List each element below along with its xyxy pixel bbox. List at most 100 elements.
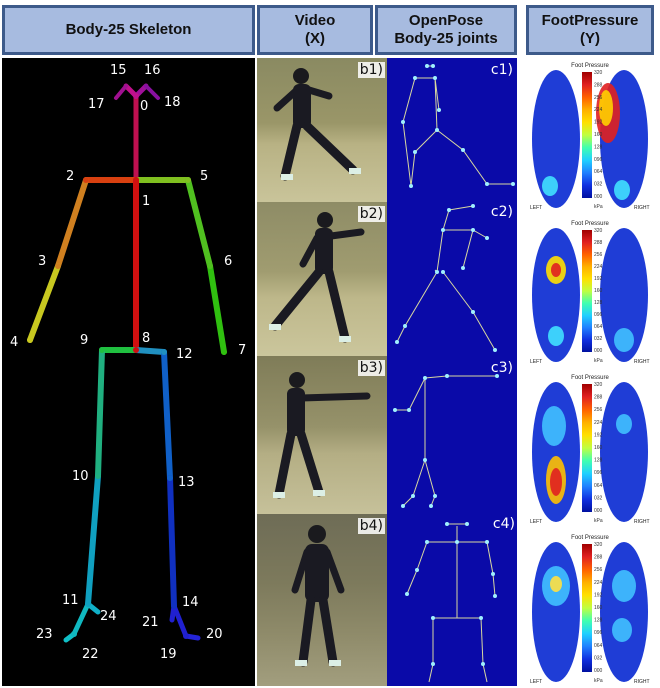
joint-label-0: 0 bbox=[140, 99, 148, 114]
body25-skeleton-diagram: 0 1 2 3 4 5 6 7 8 9 10 11 12 13 14 15 16… bbox=[10, 63, 246, 662]
scale-tick-label: 192 bbox=[594, 432, 603, 438]
footpressure-map: 320 288 256 224 192 160 128 096 064 032 000 kPa Foot… bbox=[526, 370, 654, 526]
joint-label-4: 4 bbox=[10, 335, 18, 350]
pressure-scale-bar bbox=[582, 72, 592, 198]
scale-tick-label: 288 bbox=[594, 555, 603, 561]
pressure-hotspot bbox=[551, 263, 561, 277]
scale-unit-label: kPa bbox=[594, 518, 603, 524]
joint-label-24: 24 bbox=[100, 609, 117, 624]
scale-tick-label: 128 bbox=[594, 300, 603, 306]
scale-tick-label: 224 bbox=[594, 580, 603, 586]
pose-label-c2: c2) bbox=[490, 204, 513, 220]
joint-label-21: 21 bbox=[142, 615, 159, 630]
scale-tick-label: 000 bbox=[594, 668, 603, 674]
right-foot-label: RIGHT bbox=[634, 359, 650, 365]
scale-tick-label: 320 bbox=[594, 228, 603, 234]
scale-tick-label: 192 bbox=[594, 120, 603, 126]
scale-tick-label: 032 bbox=[594, 495, 603, 501]
pose-label-c4: c4) bbox=[492, 516, 515, 532]
scale-tick-label: 320 bbox=[594, 382, 603, 388]
openpose-frame-c1: c1) bbox=[387, 58, 517, 202]
scale-tick-label: 096 bbox=[594, 470, 603, 476]
scale-tick-label: 224 bbox=[594, 420, 603, 426]
scale-tick-label: 160 bbox=[594, 605, 603, 611]
pressure-scale-bar bbox=[582, 384, 592, 512]
scale-tick-label: 064 bbox=[594, 324, 603, 330]
video-frame-b2: b2) bbox=[257, 202, 387, 356]
video-label-b3: b3) bbox=[357, 360, 385, 376]
joint-label-8: 8 bbox=[142, 331, 150, 346]
scale-tick-label: 032 bbox=[594, 655, 603, 661]
pressure-hotspot bbox=[612, 618, 632, 642]
joint-label-22: 22 bbox=[82, 647, 99, 662]
joint-label-1: 1 bbox=[142, 194, 150, 209]
pressure-hotspot bbox=[542, 176, 558, 196]
video-label-b4: b4) bbox=[357, 518, 385, 534]
joint-label-5: 5 bbox=[200, 169, 208, 184]
video-frame-b3: b3) bbox=[257, 356, 387, 514]
scale-unit-label: kPa bbox=[594, 358, 603, 364]
footpressure-map: 320 288 256 224 192 160 128 096 064 032 000 kPa Foot… bbox=[526, 216, 654, 366]
left-foot-label: LEFT bbox=[530, 359, 542, 365]
joint-label-11: 11 bbox=[62, 593, 79, 608]
scale-tick-label: 320 bbox=[594, 542, 603, 548]
header-video: Video (X) bbox=[257, 5, 373, 55]
right-foot-shape bbox=[600, 542, 648, 682]
openpose-frame-c3: c3) bbox=[387, 356, 517, 514]
scale-tick-label: 096 bbox=[594, 157, 603, 163]
pressure-hotspot bbox=[614, 328, 634, 352]
person-silhouette bbox=[291, 525, 345, 667]
joint-label-20: 20 bbox=[206, 627, 223, 642]
header-skeleton: Body-25 Skeleton bbox=[2, 5, 255, 55]
footpressure-heatmap: 320 288 256 224 192 160 128 096 064 032 000 kPa Foot… bbox=[530, 221, 650, 365]
scale-tick-label: 000 bbox=[594, 348, 603, 354]
joint-label-23: 23 bbox=[36, 627, 53, 642]
joint-label-2: 2 bbox=[66, 169, 74, 184]
footpressure-column: 320 288 256 224 192 160 128 096 064 032 000 kPa Foot… bbox=[526, 58, 654, 686]
openpose-skeleton bbox=[393, 374, 499, 508]
footpressure-heatmap: 320 288 256 224 192 160 128 096 064 032 000 kPa Foot… bbox=[530, 375, 650, 525]
joint-label-16: 16 bbox=[144, 63, 161, 78]
scale-tick-label: 192 bbox=[594, 276, 603, 282]
scale-tick-label: 064 bbox=[594, 643, 603, 649]
scale-tick-label: 096 bbox=[594, 312, 603, 318]
left-foot-shape bbox=[532, 70, 580, 208]
right-foot-label: RIGHT bbox=[634, 519, 650, 525]
pose-label-c1: c1) bbox=[490, 62, 513, 78]
joint-label-9: 9 bbox=[80, 333, 88, 348]
header-footpressure: FootPressure (Y) bbox=[526, 5, 654, 55]
joint-label-18: 18 bbox=[164, 95, 181, 110]
person-silhouette bbox=[273, 68, 361, 181]
scale-tick-label: 256 bbox=[594, 252, 603, 258]
joint-label-12: 12 bbox=[176, 347, 193, 362]
joint-label-3: 3 bbox=[38, 254, 46, 269]
header-video-line2: (X) bbox=[305, 30, 325, 47]
right-foot-shape bbox=[600, 228, 648, 362]
pressure-hotspot bbox=[550, 576, 562, 592]
openpose-skeleton bbox=[405, 522, 497, 683]
left-foot-shape bbox=[532, 542, 580, 682]
pressure-scale-bar bbox=[582, 230, 592, 352]
left-foot-shape bbox=[532, 228, 580, 362]
footpressure-title: Foot Pressure bbox=[571, 221, 609, 227]
video-frame-b1: b1) bbox=[257, 58, 387, 202]
joint-label-17: 17 bbox=[88, 97, 105, 112]
scale-tick-label: 000 bbox=[594, 508, 603, 514]
pressure-hotspot bbox=[548, 326, 564, 346]
joint-label-13: 13 bbox=[178, 475, 195, 490]
pressure-scale-bar bbox=[582, 544, 592, 672]
joint-label-19: 19 bbox=[160, 647, 177, 662]
pressure-hotspot bbox=[542, 406, 566, 446]
scale-tick-label: 064 bbox=[594, 483, 603, 489]
header-skeleton-label: Body-25 Skeleton bbox=[65, 21, 192, 38]
skeleton-panel: 0 1 2 3 4 5 6 7 8 9 10 11 12 13 14 15 16… bbox=[2, 58, 255, 686]
person-silhouette bbox=[273, 372, 371, 499]
left-foot-label: LEFT bbox=[530, 519, 542, 525]
footpressure-title: Foot Pressure bbox=[571, 375, 609, 381]
scale-unit-label: kPa bbox=[594, 678, 603, 684]
footpressure-map: 320 288 256 224 192 160 128 096 064 032 000 kPa Foot… bbox=[526, 58, 654, 212]
pressure-hotspot bbox=[612, 570, 636, 602]
pressure-hotspot bbox=[616, 414, 632, 434]
scale-tick-label: 160 bbox=[594, 288, 603, 294]
scale-tick-label: 128 bbox=[594, 144, 603, 150]
